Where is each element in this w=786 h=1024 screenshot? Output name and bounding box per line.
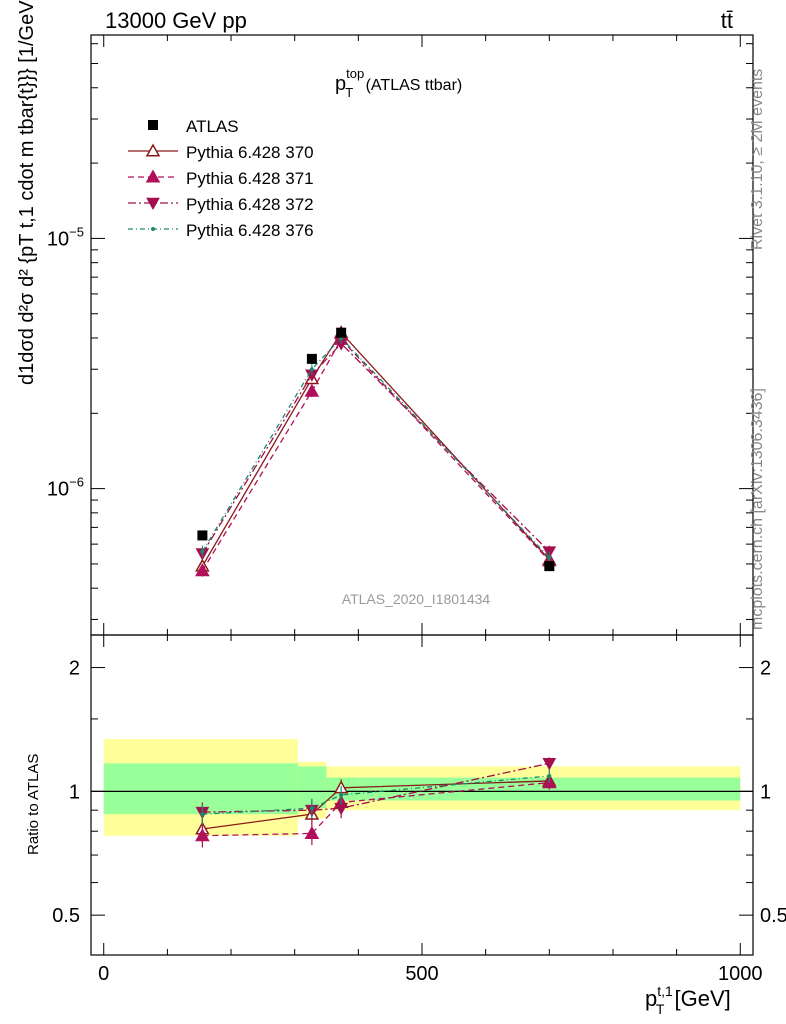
ratio-marker <box>304 825 320 840</box>
atlas-data-point <box>306 353 317 364</box>
header-left: 13000 GeV pp <box>105 8 247 33</box>
main-marker <box>304 383 320 397</box>
atlas-data-point <box>197 530 208 541</box>
mcplots-label: mcplots.cern.ch [arXiv:1306.3436] <box>749 388 766 630</box>
legend-marker-1 <box>145 143 161 157</box>
ratio-line-1 <box>202 780 550 830</box>
legend-marker-atlas <box>148 120 158 130</box>
legend: ATLAS Pythia 6.428 370 Pythia 6.428 371 Pyt… <box>128 117 314 240</box>
ratio-y-axis-label: Ratio to ATLAS <box>25 754 42 855</box>
tick-base: 10 <box>47 228 69 250</box>
ratio-line-3 <box>202 762 550 813</box>
analysis-watermark: ATLAS_2020_I1801434 <box>342 591 491 607</box>
xlabel-sup: t,1 <box>657 983 673 999</box>
ratio-y-tick-label-left: 0.5 <box>52 905 80 927</box>
atlas-data-point <box>336 327 347 338</box>
xlabel-sub: T <box>656 1001 665 1017</box>
tick-base: 10 <box>47 479 69 501</box>
x-tick-label: 0 <box>98 963 109 985</box>
ratio-y-tick-label-right: 0.5 <box>760 905 786 927</box>
legend-label-3: Pythia 6.428 372 <box>186 195 314 214</box>
ratio-marker <box>547 773 552 778</box>
main-marker <box>195 563 210 577</box>
ratio-marker <box>542 758 557 771</box>
main-line-1 <box>201 331 550 567</box>
ratio-y-tick-label-left: 1 <box>69 781 80 803</box>
x-axis-label: pt,1 T [GeV] <box>645 983 731 1017</box>
rivet-label: Rivet 3.1.10, ≥ 2M events <box>749 69 766 250</box>
legend-marker-4 <box>151 227 155 231</box>
ratio-series <box>195 757 557 848</box>
title-sub: T <box>345 85 353 100</box>
main-y-tick-label: 10−6 <box>47 475 84 501</box>
legend-label-2: Pythia 6.428 371 <box>186 169 314 188</box>
ratio-marker <box>339 792 344 797</box>
xlabel-main: p <box>645 986 657 1011</box>
legend-marker-3 <box>146 197 160 211</box>
main-line-3 <box>201 342 550 554</box>
legend-label-1: Pythia 6.428 370 <box>186 143 314 162</box>
main-y-tick-label: 10−5 <box>47 224 84 250</box>
ratio-marker <box>195 828 210 842</box>
tick-exponent: −5 <box>69 224 84 239</box>
ratio-bands <box>103 739 741 836</box>
xlabel-unit: [GeV] <box>668 986 730 1011</box>
ratio-marker <box>309 806 314 811</box>
main-series <box>195 325 557 577</box>
ratio-y-tick-label-left: 2 <box>69 658 80 680</box>
title-sup: top <box>346 66 364 81</box>
main-y-axis-label: d1dσd d²σ d² {pT t,1 cdot m tbar{t}}} [1… <box>16 0 38 385</box>
ratio-marker <box>200 812 205 817</box>
title-main: p <box>335 73 346 95</box>
ratio-line-2 <box>202 781 550 837</box>
legend-label-4: Pythia 6.428 376 <box>186 221 314 240</box>
ratio-y-tick-label-right: 2 <box>760 658 771 680</box>
ratio-band-inner <box>103 763 298 815</box>
x-tick-label: 500 <box>405 963 438 985</box>
atlas-data-point <box>544 561 555 572</box>
legend-marker-2 <box>145 169 161 183</box>
tick-exponent: −6 <box>69 475 84 490</box>
main-line-2 <box>201 338 550 572</box>
ratio-y-tick-label-right: 1 <box>760 781 771 803</box>
main-marker <box>547 555 552 560</box>
x-tick-label: 1000 <box>718 963 763 985</box>
main-marker <box>200 549 205 554</box>
atlas-data-points <box>197 327 555 572</box>
main-marker <box>309 367 314 372</box>
title-suffix: (ATLAS ttbar) <box>361 77 462 94</box>
plot-title: ptop T (ATLAS ttbar) <box>335 66 462 100</box>
header-right: tt̄ <box>721 8 733 33</box>
legend-label-atlas: ATLAS <box>186 117 239 136</box>
